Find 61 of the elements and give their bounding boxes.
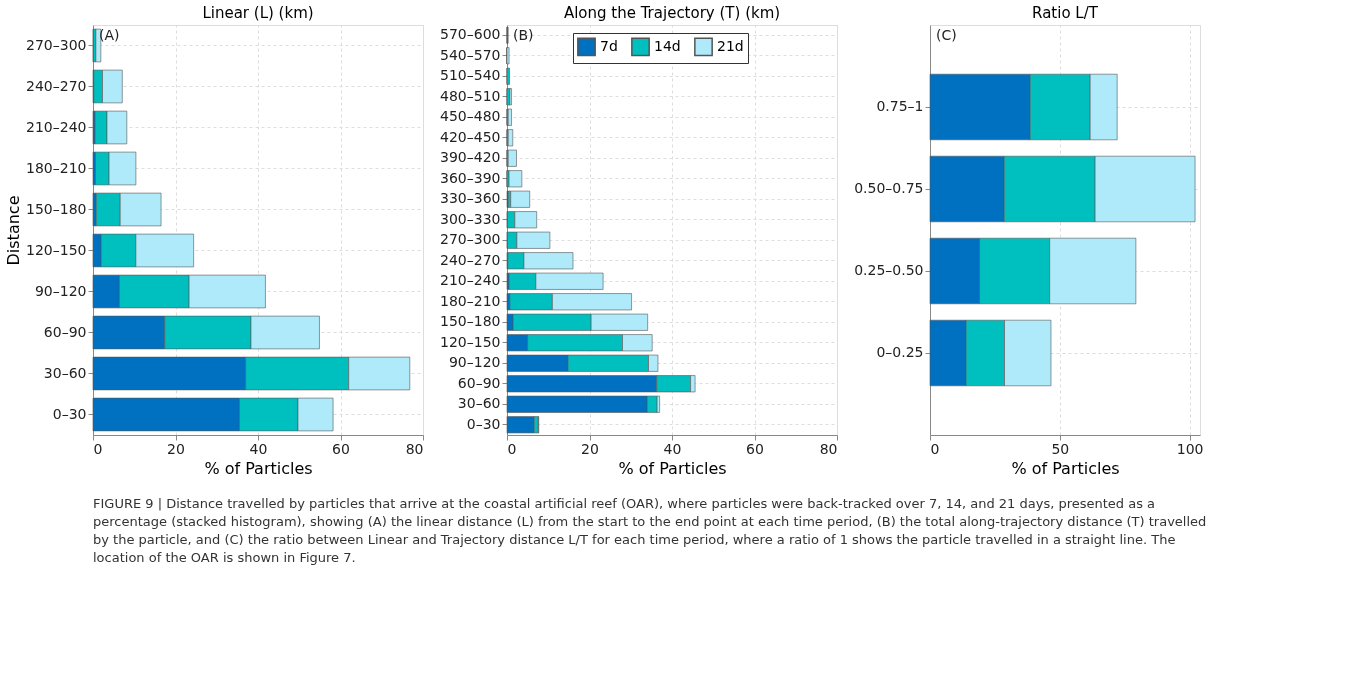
y-tick-label: 270–300: [26, 36, 87, 53]
x-tick-label: 40: [249, 440, 268, 457]
y-tick-label: 60–90: [43, 323, 87, 340]
y-tick-label: 0–0.25: [876, 344, 924, 360]
y-tick-label: 270–300: [440, 231, 501, 248]
y-tick-label: 30–60: [457, 395, 501, 412]
chart-title: Linear (L) (km): [202, 4, 314, 22]
chart-title: Ratio L/T: [1032, 4, 1099, 22]
y-tick-label: 180–210: [26, 159, 87, 176]
legend-label: 21d: [717, 37, 744, 54]
annotation: (A): [99, 27, 120, 43]
x-tick-label: 50: [1051, 440, 1070, 457]
y-tick-label: 150–180: [440, 313, 501, 330]
y-tick-label: 480–510: [440, 87, 501, 104]
annotation: (C): [936, 27, 957, 43]
y-tick-label: 240–270: [26, 77, 87, 94]
x-tick-label: 20: [581, 440, 599, 457]
x-tick-label: 80: [405, 440, 424, 457]
legend-label: 7d: [600, 37, 618, 54]
caption: FIGURE 9 | Distance travelled by particles that arrive at the coastal artificial reef (OAR), where particles were back-tracked over 7, 14, and 21 days, presented as a percentage (stacked histogram), showing (A) the linear distance (L) from the start to the end point at each time period, (B) the total along-trajectory distance (T) travelled by the particle, and (C) the ratio between Linear and Trajectory distance L/T for each time period, where a ratio of 1 shows the particle travelled in a straight line. The location of the OAR is shown in Figure 7.: [93, 496, 1207, 565]
y-tick-label: 90–120: [34, 282, 87, 299]
x-tick-label: 0: [93, 440, 103, 457]
x-tick-label: 20: [167, 440, 185, 457]
x-axis-title: % of Particles: [1011, 458, 1120, 478]
x-tick-label: 0: [507, 440, 517, 457]
y-tick-label: 180–210: [440, 292, 501, 309]
x-tick-label: 0: [930, 440, 940, 457]
y-tick-label: 150–180: [26, 200, 87, 217]
y-tick-label: 0–30: [466, 415, 501, 432]
y-tick-label: 390–420: [440, 149, 501, 166]
y-tick-label: 450–480: [440, 108, 501, 125]
y-tick-label: 0–30: [52, 405, 87, 422]
y-tick-label: 420–450: [440, 128, 501, 145]
chart-title: Along the Trajectory (T) (km): [563, 4, 781, 22]
legend-label: 14d: [654, 37, 681, 54]
y-tick-label: 540–570: [440, 46, 501, 63]
y-tick-label: 0.75–1: [876, 98, 924, 114]
y-tick-label: 60–90: [457, 374, 501, 391]
y-tick-label: 120–150: [26, 241, 87, 258]
y-axis-title: Distance: [4, 195, 24, 266]
x-tick-label: 100: [1176, 440, 1204, 457]
annotation: (B): [513, 27, 534, 43]
x-tick-label: 60: [746, 440, 764, 457]
y-tick-label: 0.50–0.75: [854, 180, 924, 196]
x-tick-label: 60: [332, 440, 350, 457]
y-tick-label: 510–540: [440, 67, 501, 84]
y-tick-label: 300–330: [440, 210, 501, 227]
x-axis-title: % of Particles: [204, 458, 313, 478]
y-tick-label: 0.25–0.50: [854, 262, 924, 278]
y-tick-label: 210–240: [440, 272, 501, 289]
x-tick-label: 80: [819, 440, 838, 457]
x-tick-label: 40: [663, 440, 682, 457]
y-tick-label: 570–600: [440, 26, 501, 43]
y-tick-label: 210–240: [26, 118, 87, 135]
y-tick-label: 90–120: [448, 354, 501, 371]
x-axis-title: % of Particles: [618, 458, 727, 478]
y-tick-label: 360–390: [440, 169, 501, 186]
y-tick-label: 240–270: [440, 251, 501, 268]
y-tick-label: 30–60: [43, 364, 87, 381]
y-tick-label: 120–150: [440, 333, 501, 350]
y-tick-label: 330–360: [440, 190, 501, 207]
